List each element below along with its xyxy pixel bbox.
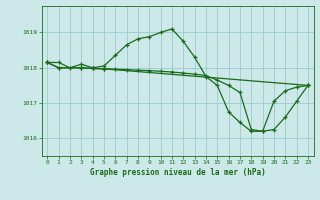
X-axis label: Graphe pression niveau de la mer (hPa): Graphe pression niveau de la mer (hPa) [90, 168, 266, 177]
